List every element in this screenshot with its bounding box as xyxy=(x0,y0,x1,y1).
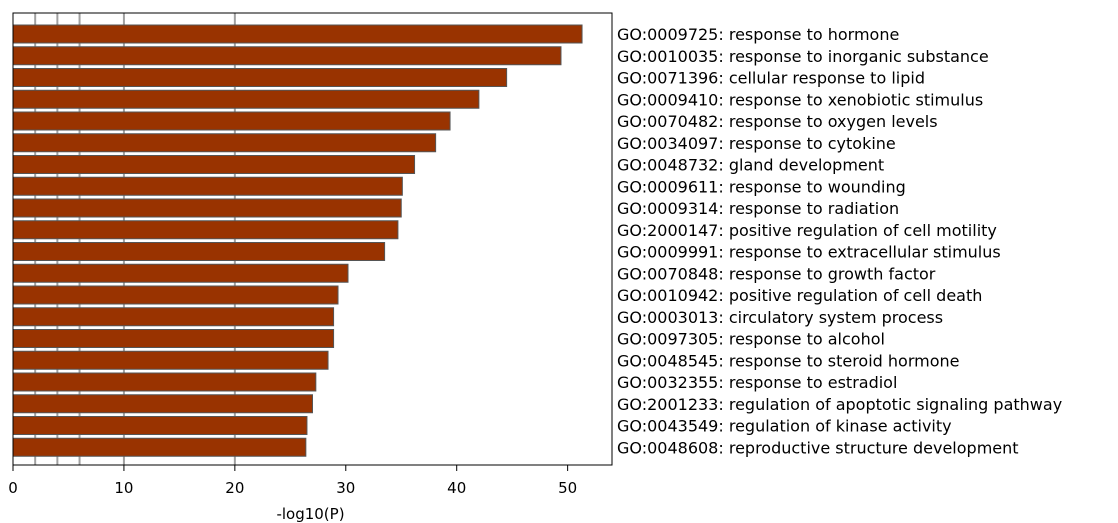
term-label-12: GO:0070848: response to growth factor xyxy=(617,264,936,283)
bar-4 xyxy=(12,89,480,109)
bar-13 xyxy=(12,285,339,305)
bar-3 xyxy=(12,68,508,87)
x-tick-label-50: 50 xyxy=(558,479,577,497)
x-tick-label-0: 0 xyxy=(8,479,18,497)
bar-2 xyxy=(12,46,562,66)
bar-9 xyxy=(12,198,402,218)
bar-7 xyxy=(12,155,416,174)
bar-20 xyxy=(12,437,307,457)
x-axis-label: -log10(P) xyxy=(276,505,344,523)
x-tick-label-40: 40 xyxy=(447,479,466,497)
term-label-14: GO:0003013: circulatory system process xyxy=(617,308,943,327)
term-label-18: GO:2001233: regulation of apoptotic sign… xyxy=(617,395,1062,414)
bars xyxy=(12,24,583,457)
bar-14 xyxy=(12,307,335,327)
x-tick-label-30: 30 xyxy=(336,479,355,497)
term-label-8: GO:0009611: response to wounding xyxy=(617,177,906,196)
bar-18 xyxy=(12,394,313,414)
bar-10 xyxy=(12,220,399,240)
term-label-17: GO:0032355: response to estradiol xyxy=(617,373,897,392)
term-label-10: GO:2000147: positive regulation of cell … xyxy=(617,221,997,240)
term-label-16: GO:0048545: response to steroid hormone xyxy=(617,351,959,370)
term-label-7: GO:0048732: gland development xyxy=(617,156,884,175)
bar-17 xyxy=(12,372,317,392)
bar-8 xyxy=(12,176,403,196)
bar-6 xyxy=(12,133,437,153)
term-labels: GO:0009725: response to hormone GO:001003… xyxy=(617,25,1062,457)
bar-1 xyxy=(12,24,583,44)
term-label-6: GO:0034097: response to cytokine xyxy=(617,134,896,153)
x-tick-label-20: 20 xyxy=(225,479,244,497)
term-label-15: GO:0097305: response to alcohol xyxy=(617,330,885,349)
plot-frame xyxy=(12,12,613,466)
term-label-19: GO:0043549: regulation of kinase activit… xyxy=(617,417,952,436)
x-axis: 0 10 20 30 40 50 xyxy=(8,465,577,497)
x-tick-label-10: 10 xyxy=(114,479,133,497)
bar-15 xyxy=(12,329,335,348)
bar-5 xyxy=(12,111,451,131)
bar-11 xyxy=(12,242,386,261)
term-label-20: GO:0048608: reproductive structure devel… xyxy=(617,438,1019,457)
bar-16 xyxy=(12,350,329,370)
term-label-13: GO:0010942: positive regulation of cell … xyxy=(617,286,982,305)
term-label-5: GO:0070482: response to oxygen levels xyxy=(617,112,938,131)
term-label-2: GO:0010035: response to inorganic substa… xyxy=(617,47,989,66)
term-label-1: GO:0009725: response to hormone xyxy=(617,25,899,44)
bar-19 xyxy=(12,416,308,435)
term-label-3: GO:0071396: cellular response to lipid xyxy=(617,69,925,88)
bar-12 xyxy=(12,263,349,283)
term-label-4: GO:0009410: response to xenobiotic stimu… xyxy=(617,90,983,109)
term-label-9: GO:0009314: response to radiation xyxy=(617,199,899,218)
term-label-11: GO:0009991: response to extracellular st… xyxy=(617,243,1001,262)
